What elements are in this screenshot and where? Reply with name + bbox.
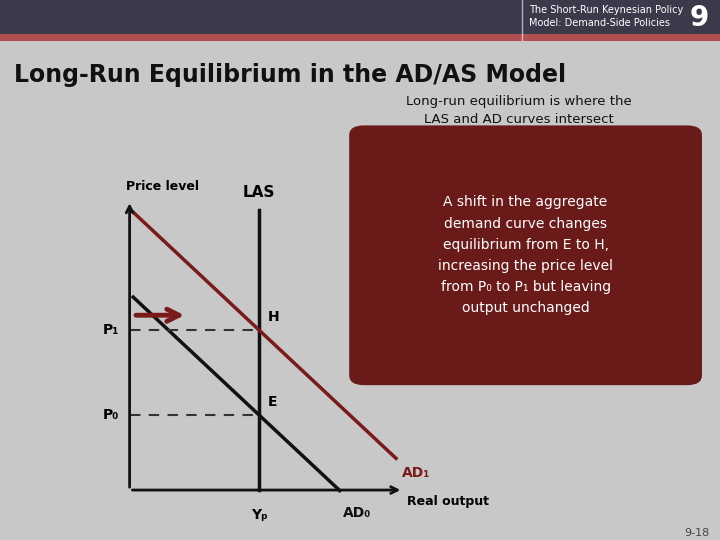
- Text: Yₚ: Yₚ: [251, 508, 268, 522]
- Text: H: H: [268, 310, 279, 324]
- Text: P₀: P₀: [102, 408, 119, 422]
- FancyBboxPatch shape: [349, 125, 702, 385]
- Bar: [0, 35, 720, 40]
- Text: P₁: P₁: [102, 323, 119, 337]
- Text: A shift in the aggregate
demand curve changes
equilibrium from E to H,
increasin: A shift in the aggregate demand curve ch…: [438, 195, 613, 315]
- Text: AD₀: AD₀: [343, 505, 372, 519]
- Text: Long-run equilibrium is where the
LAS and AD curves intersect: Long-run equilibrium is where the LAS an…: [405, 96, 631, 126]
- Text: Real output: Real output: [407, 495, 489, 508]
- Text: E: E: [268, 395, 277, 409]
- Text: Price level: Price level: [126, 180, 199, 193]
- Text: LAS: LAS: [243, 185, 275, 200]
- Text: Long-Run Equilibrium in the AD/AS Model: Long-Run Equilibrium in the AD/AS Model: [14, 63, 567, 87]
- Text: AD₁: AD₁: [402, 466, 430, 480]
- Text: 9-18: 9-18: [684, 528, 709, 537]
- Text: The Short-Run Keynesian Policy
Model: Demand-Side Policies: The Short-Run Keynesian Policy Model: De…: [529, 5, 683, 28]
- Text: 9: 9: [690, 4, 709, 32]
